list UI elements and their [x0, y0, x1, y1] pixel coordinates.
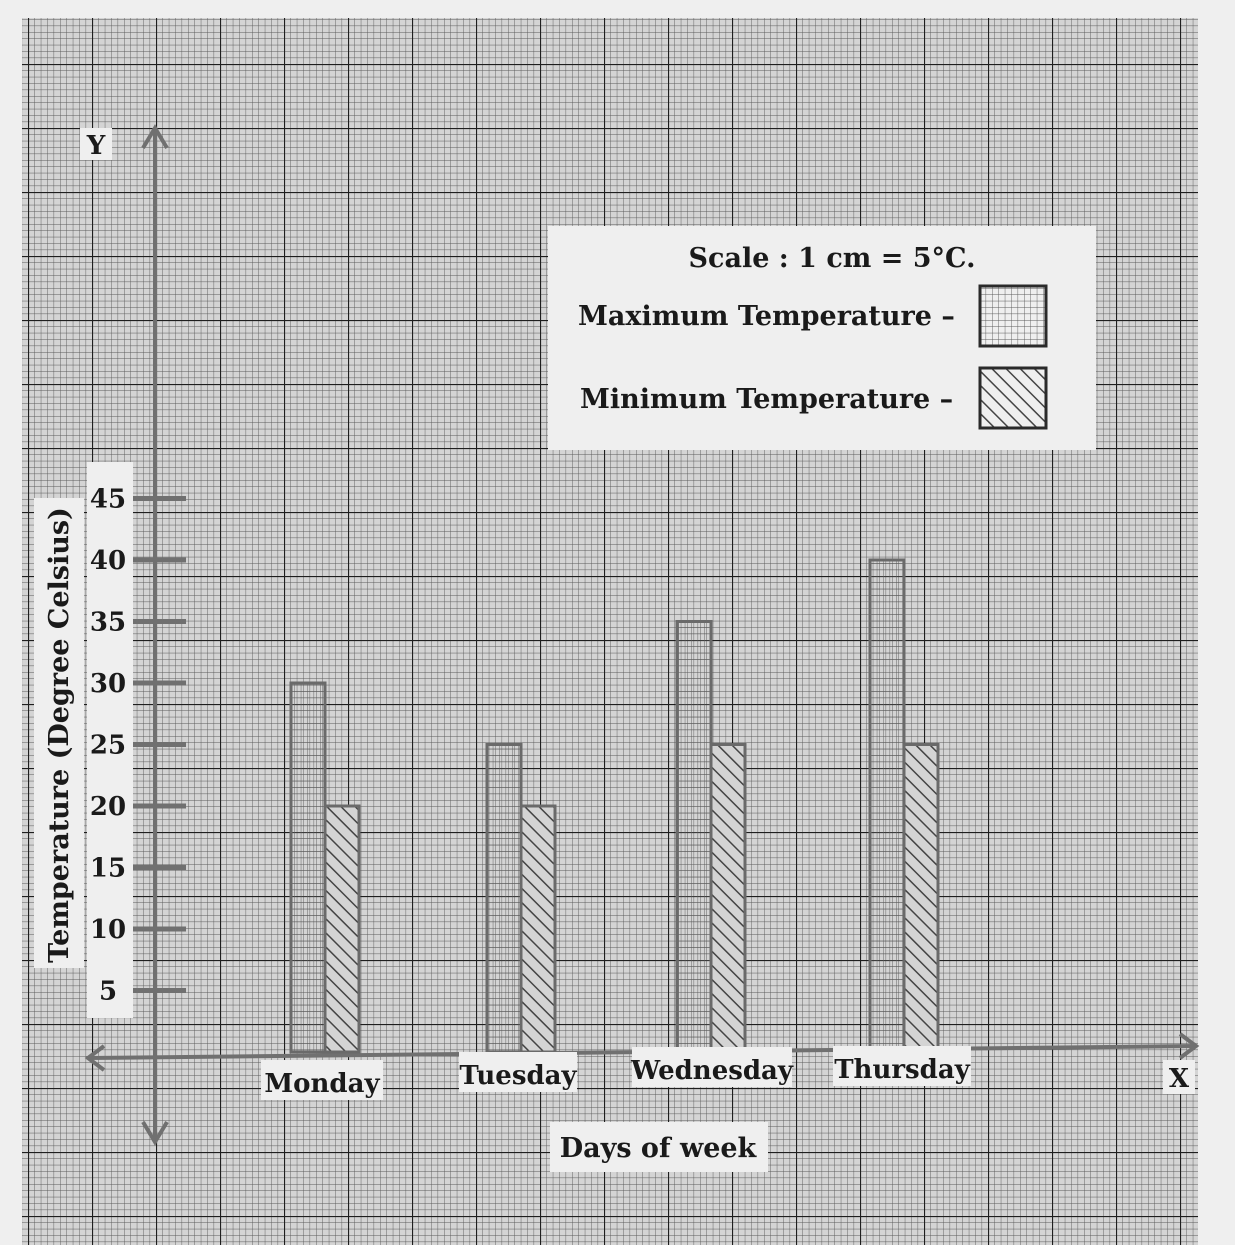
- y-axis-title: Temperature (Degree Celsius): [44, 507, 75, 963]
- x-tick-label: Monday: [264, 1069, 380, 1099]
- x-axis-letter: X: [1169, 1064, 1190, 1094]
- bar-min-temperature: [902, 743, 940, 1054]
- y-tick-label: 45: [90, 485, 126, 515]
- x-letter-bg: [1163, 1060, 1195, 1094]
- y-axis: [141, 124, 169, 1146]
- x-axis-title-bg: [550, 1122, 768, 1172]
- y-letter-bg: [80, 128, 112, 160]
- legend-min-label: Minimum Temperature –: [580, 384, 953, 415]
- y-tick-label: 15: [90, 854, 126, 884]
- x-tick-label: Thursday: [834, 1055, 971, 1085]
- y-tick-label: 30: [90, 669, 126, 699]
- bar-min-temperature: [519, 804, 557, 1054]
- x-tick-label-bg: [632, 1047, 792, 1087]
- legend: Scale : 1 cm = 5°C. Maximum Temperature …: [548, 226, 1096, 450]
- bar-max-temperature: [485, 743, 523, 1054]
- x-tick-label-bg: [833, 1046, 971, 1086]
- graph-grid: [22, 18, 1198, 1245]
- bar-max-temperature: [289, 681, 327, 1054]
- y-tick-labels-bg: [87, 462, 133, 1018]
- y-tick-label: 20: [90, 792, 126, 822]
- x-tick-label: Wednesday: [630, 1056, 794, 1086]
- legend-max-swatch: [978, 284, 1048, 348]
- bar-max-temperature: [675, 620, 713, 1054]
- y-tick-label: 5: [99, 977, 117, 1007]
- legend-scale: Scale : 1 cm = 5°C.: [689, 243, 976, 274]
- y-ticks: 5 10 15 20 25 30 35 40 45: [90, 485, 186, 1007]
- bar-min-temperature: [709, 743, 747, 1054]
- y-axis-letter: Y: [86, 131, 106, 161]
- x-tick-label: Tuesday: [459, 1061, 577, 1091]
- y-tick-label: 10: [90, 915, 126, 945]
- x-axis-title: Days of week: [560, 1133, 758, 1164]
- x-tick-label-bg: [459, 1052, 577, 1092]
- x-tick-label-bg: [261, 1060, 383, 1100]
- y-tick-label: 25: [90, 731, 126, 761]
- y-tick-label: 35: [90, 608, 126, 638]
- bar-min-temperature: [323, 804, 361, 1054]
- y-axis-label-bg: [34, 498, 84, 968]
- x-tick-labels: Monday Tuesday Wednesday Thursday: [261, 1046, 971, 1100]
- bar-max-temperature: [868, 558, 906, 1054]
- legend-max-label: Maximum Temperature –: [578, 301, 955, 332]
- y-tick-label: 40: [90, 546, 126, 576]
- legend-min-swatch: [978, 366, 1048, 430]
